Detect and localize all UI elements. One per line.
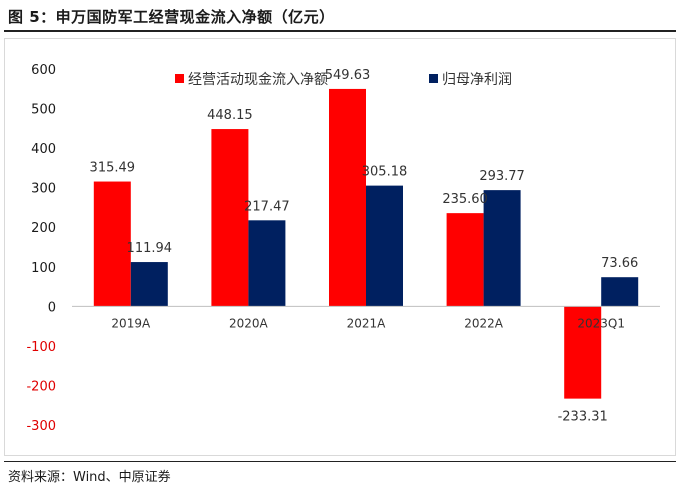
data-label-series-1-2021A: 549.63 bbox=[325, 68, 371, 83]
data-labels: 315.49 111.94 448.15 217.47 549.63 305.18 235.… bbox=[90, 68, 639, 425]
x-tick-label: 2022A bbox=[464, 316, 504, 330]
y-tick-label: 100 bbox=[31, 261, 56, 276]
data-label-series-1-2022A: 235.60 bbox=[442, 192, 488, 207]
y-tick-label: -100 bbox=[26, 340, 56, 355]
data-label-series-2-2019A: 111.94 bbox=[127, 241, 173, 256]
data-label-series-1-2023Q1: -233.31 bbox=[558, 410, 608, 425]
x-tick-label: 2020A bbox=[229, 316, 269, 330]
data-label-series-1-2020A: 448.15 bbox=[207, 108, 253, 123]
y-tick-label: -300 bbox=[26, 419, 56, 434]
source-note: 资料来源：Wind、中原证券 bbox=[8, 470, 171, 485]
bar-chart: 600 500 400 300 200 100 0 -100 -200 -300 2019A 202… bbox=[26, 63, 660, 434]
y-axis: 600 500 400 300 200 100 0 -100 -200 -300 bbox=[26, 63, 56, 434]
data-label-series-2-2022A: 293.77 bbox=[479, 169, 525, 184]
x-tick-label: 2019A bbox=[111, 316, 151, 330]
y-tick-label: -200 bbox=[26, 379, 56, 394]
bar-series-2-2021A bbox=[366, 185, 403, 307]
bars bbox=[93, 88, 639, 399]
figure-title: 图 5：申万国防军工经营现金流入净额（亿元） bbox=[8, 8, 335, 26]
title-rule bbox=[4, 30, 676, 32]
x-tick-label: 2021A bbox=[347, 316, 387, 330]
y-tick-label: 500 bbox=[31, 103, 56, 118]
legend-swatch-series-2 bbox=[429, 74, 438, 83]
y-tick-label: 400 bbox=[31, 142, 56, 157]
legend-label-series-2: 归母净利润 bbox=[442, 71, 512, 88]
bar-series-2-2019A bbox=[130, 262, 168, 307]
y-tick-label: 200 bbox=[31, 221, 56, 236]
bar-series-1-2022A bbox=[446, 213, 484, 307]
bar-series-1-2019A bbox=[93, 181, 131, 307]
bar-series-2-2020A bbox=[248, 220, 286, 307]
x-axis-categories: 2019A 2020A 2021A 2022A 2023Q1 bbox=[111, 316, 625, 330]
chart-frame bbox=[4, 38, 676, 456]
bar-series-2-2023Q1 bbox=[601, 277, 639, 307]
legend-label-series-1: 经营活动现金流入净额 bbox=[188, 72, 328, 88]
y-tick-label: 600 bbox=[31, 63, 56, 78]
data-label-series-2-2020A: 217.47 bbox=[244, 199, 290, 214]
legend-swatch-series-1 bbox=[175, 74, 184, 83]
y-tick-label: 300 bbox=[31, 182, 56, 197]
bar-series-1-2021A bbox=[329, 88, 366, 307]
data-label-series-2-2021A: 305.18 bbox=[362, 165, 408, 180]
y-tick-label: 0 bbox=[48, 300, 56, 315]
data-label-series-1-2019A: 315.49 bbox=[90, 161, 136, 176]
x-tick-label: 2023Q1 bbox=[577, 316, 625, 330]
source-rule bbox=[4, 461, 676, 462]
legend: 经营活动现金流入净额 归母净利润 bbox=[175, 71, 512, 88]
bar-series-2-2022A bbox=[483, 190, 521, 307]
bar-series-1-2020A bbox=[211, 129, 249, 307]
bar-series-1-2023Q1 bbox=[564, 306, 602, 399]
data-label-series-2-2023Q1: 73.66 bbox=[601, 256, 638, 271]
